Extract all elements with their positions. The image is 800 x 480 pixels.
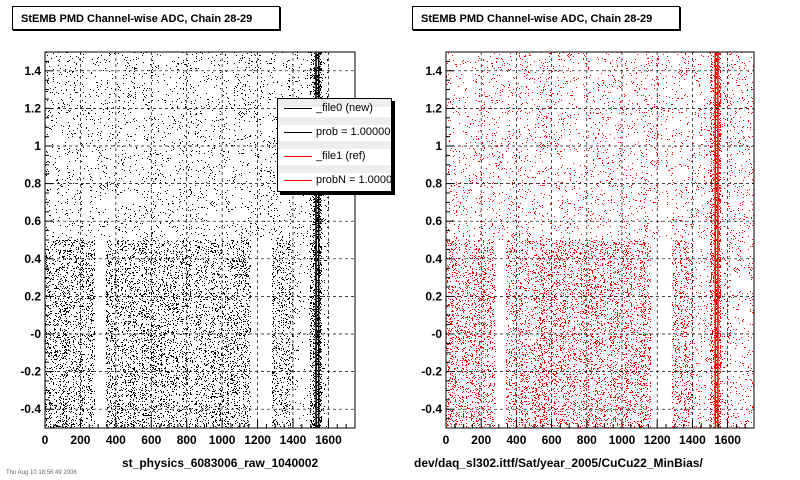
legend-band <box>278 99 391 107</box>
x-axis-label-left: st_physics_6083006_raw_1040002 <box>122 456 319 470</box>
y-tick-label: 0.8 <box>425 177 442 191</box>
legend-band <box>278 141 391 149</box>
y-tick-label: 1.4 <box>24 64 41 78</box>
y-tick-label: -0 <box>30 327 41 341</box>
y-tick-label: 0.8 <box>24 177 41 191</box>
x-tick-label: 1200 <box>244 433 271 447</box>
x-tick-label: 600 <box>542 433 562 447</box>
x-tick-label: 1600 <box>714 433 741 447</box>
y-tick-label: 1 <box>435 139 442 153</box>
legend-label: probN = 1.000000 <box>316 174 392 186</box>
legend-entry-file0: _file0 (new) <box>278 101 391 115</box>
x-tick-label: 600 <box>141 433 161 447</box>
y-tick-label: 1.2 <box>425 101 442 115</box>
y-tick-label: -0.4 <box>20 402 41 416</box>
legend-label: _file0 (new) <box>316 102 373 114</box>
legend-entry-file1: _file1 (ref) <box>278 149 391 163</box>
y-tick-label: 0.6 <box>425 214 442 228</box>
chart-title-left: StEMB PMD Channel-wise ADC, Chain 28-29 <box>12 6 280 30</box>
y-tick-label: 1 <box>34 139 41 153</box>
x-tick-label: 200 <box>471 433 491 447</box>
legend-line-red <box>284 156 312 157</box>
legend-entry-probN: probN = 1.000000 <box>278 173 392 187</box>
y-tick-label: -0.4 <box>421 402 442 416</box>
x-tick-label: 1000 <box>609 433 636 447</box>
legend-band <box>278 117 391 125</box>
y-tick-label: 0.4 <box>425 252 442 266</box>
y-tick-label: 0.6 <box>24 214 41 228</box>
footer-note: Thu Aug 10 18:56:49 2006 <box>6 470 77 476</box>
x-tick-label: 0 <box>42 433 49 447</box>
y-tick-label: 0.4 <box>24 252 41 266</box>
x-tick-label: 1400 <box>280 433 307 447</box>
x-axis-label-right: dev/daq_sl302.ittf/Sat/year_2005/CuCu22_… <box>414 456 703 470</box>
y-tick-label: 0.2 <box>24 289 41 303</box>
legend-label: prob = 1.000000 <box>316 126 392 138</box>
chart-title-right: StEMB PMD Channel-wise ADC, Chain 28-29 <box>412 6 680 30</box>
legend-band <box>278 165 391 173</box>
y-tick-label: 0.2 <box>425 289 442 303</box>
legend-line-red <box>284 180 312 181</box>
y-tick-label: -0 <box>431 327 442 341</box>
legend-label: _file1 (ref) <box>316 150 366 162</box>
legend-entry-prob: prob = 1.000000 <box>278 125 392 139</box>
y-tick-label: 1.2 <box>24 101 41 115</box>
x-tick-label: 1000 <box>209 433 236 447</box>
x-tick-label: 400 <box>506 433 526 447</box>
chart-panel-0: 0 200 400 600 800 1000 1200 1400 1600 -0.4 -0.2 -0 0… <box>20 51 356 447</box>
legend-line-black <box>284 108 312 109</box>
y-tick-label: -0.2 <box>20 365 41 379</box>
y-tick-label: -0.2 <box>421 365 442 379</box>
y-tick-label: 1.4 <box>425 64 442 78</box>
x-tick-label: 200 <box>70 433 90 447</box>
x-tick-label: 1400 <box>679 433 706 447</box>
x-tick-label: 0 <box>443 433 450 447</box>
x-tick-label: 1600 <box>315 433 342 447</box>
legend: _file0 (new) prob = 1.000000 _file1 (ref… <box>277 98 392 192</box>
legend-line-black <box>284 132 312 133</box>
x-tick-label: 800 <box>577 433 597 447</box>
x-tick-label: 800 <box>177 433 197 447</box>
data-points-file1 <box>446 52 754 428</box>
x-tick-label: 1200 <box>644 433 671 447</box>
x-tick-label: 400 <box>106 433 126 447</box>
chart-panel-1: 0 200 400 600 800 1000 1200 1400 1600 -0.4 -0.2 -0 0… <box>421 51 755 447</box>
